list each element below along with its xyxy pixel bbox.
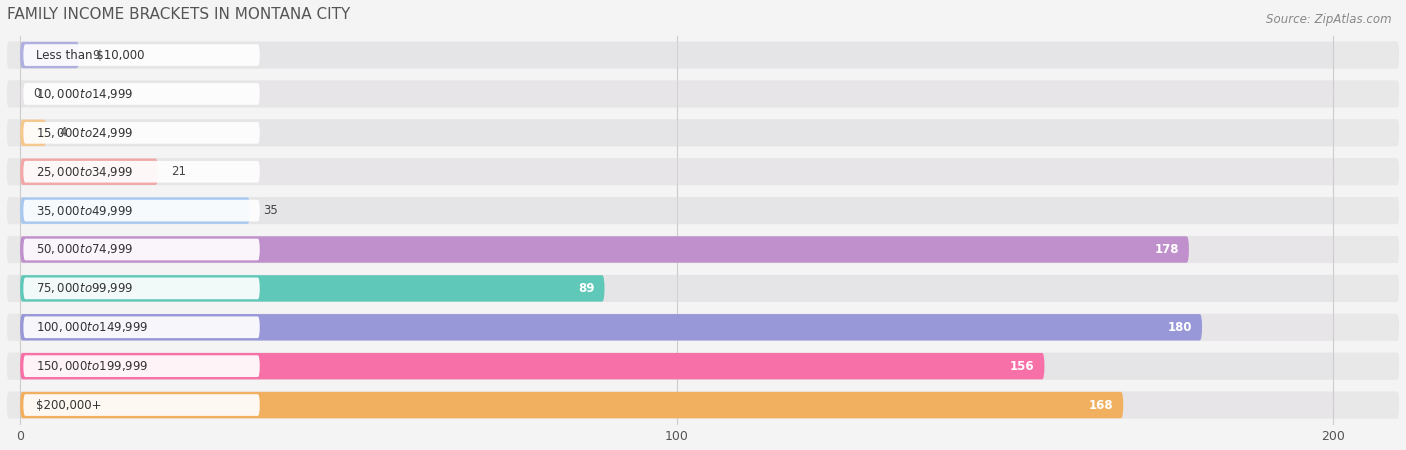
FancyBboxPatch shape xyxy=(24,394,260,416)
FancyBboxPatch shape xyxy=(24,356,260,377)
Text: $50,000 to $74,999: $50,000 to $74,999 xyxy=(37,243,134,256)
FancyBboxPatch shape xyxy=(20,314,1333,341)
FancyBboxPatch shape xyxy=(20,198,1333,224)
Text: 178: 178 xyxy=(1154,243,1180,256)
FancyBboxPatch shape xyxy=(20,81,1333,107)
FancyBboxPatch shape xyxy=(7,158,1399,185)
FancyBboxPatch shape xyxy=(20,42,1333,68)
FancyBboxPatch shape xyxy=(7,81,1399,108)
Text: $75,000 to $99,999: $75,000 to $99,999 xyxy=(37,281,134,295)
Text: 0: 0 xyxy=(34,87,41,100)
FancyBboxPatch shape xyxy=(20,158,1333,185)
Text: 9: 9 xyxy=(93,49,100,62)
FancyBboxPatch shape xyxy=(20,236,1189,263)
FancyBboxPatch shape xyxy=(7,197,1399,224)
Text: 156: 156 xyxy=(1010,360,1035,373)
Text: 4: 4 xyxy=(59,126,67,140)
FancyBboxPatch shape xyxy=(20,392,1123,418)
FancyBboxPatch shape xyxy=(7,352,1399,380)
Text: $10,000 to $14,999: $10,000 to $14,999 xyxy=(37,87,134,101)
FancyBboxPatch shape xyxy=(24,316,260,338)
FancyBboxPatch shape xyxy=(7,314,1399,341)
FancyBboxPatch shape xyxy=(20,314,1202,341)
Text: 180: 180 xyxy=(1168,321,1192,334)
Text: $15,000 to $24,999: $15,000 to $24,999 xyxy=(37,126,134,140)
Text: $200,000+: $200,000+ xyxy=(37,399,103,412)
FancyBboxPatch shape xyxy=(20,120,46,146)
FancyBboxPatch shape xyxy=(20,275,605,302)
FancyBboxPatch shape xyxy=(7,41,1399,69)
Text: Less than $10,000: Less than $10,000 xyxy=(37,49,145,62)
FancyBboxPatch shape xyxy=(20,392,1333,418)
FancyBboxPatch shape xyxy=(24,161,260,183)
FancyBboxPatch shape xyxy=(7,275,1399,302)
FancyBboxPatch shape xyxy=(20,236,1333,263)
Text: Source: ZipAtlas.com: Source: ZipAtlas.com xyxy=(1267,14,1392,27)
FancyBboxPatch shape xyxy=(20,275,1333,302)
FancyBboxPatch shape xyxy=(20,198,250,224)
Text: 168: 168 xyxy=(1088,399,1114,412)
Text: 35: 35 xyxy=(263,204,278,217)
FancyBboxPatch shape xyxy=(7,392,1399,418)
FancyBboxPatch shape xyxy=(24,83,260,105)
FancyBboxPatch shape xyxy=(20,353,1045,379)
FancyBboxPatch shape xyxy=(24,278,260,299)
Text: $25,000 to $34,999: $25,000 to $34,999 xyxy=(37,165,134,179)
Text: $100,000 to $149,999: $100,000 to $149,999 xyxy=(37,320,149,334)
Text: $35,000 to $49,999: $35,000 to $49,999 xyxy=(37,203,134,218)
FancyBboxPatch shape xyxy=(24,122,260,144)
Text: FAMILY INCOME BRACKETS IN MONTANA CITY: FAMILY INCOME BRACKETS IN MONTANA CITY xyxy=(7,7,350,22)
Text: 21: 21 xyxy=(172,165,186,178)
FancyBboxPatch shape xyxy=(20,42,79,68)
Text: 89: 89 xyxy=(578,282,595,295)
FancyBboxPatch shape xyxy=(20,120,1333,146)
FancyBboxPatch shape xyxy=(24,238,260,261)
FancyBboxPatch shape xyxy=(7,236,1399,263)
FancyBboxPatch shape xyxy=(24,200,260,221)
FancyBboxPatch shape xyxy=(24,44,260,66)
FancyBboxPatch shape xyxy=(20,158,157,185)
FancyBboxPatch shape xyxy=(20,353,1333,379)
Text: $150,000 to $199,999: $150,000 to $199,999 xyxy=(37,359,149,373)
FancyBboxPatch shape xyxy=(7,119,1399,146)
